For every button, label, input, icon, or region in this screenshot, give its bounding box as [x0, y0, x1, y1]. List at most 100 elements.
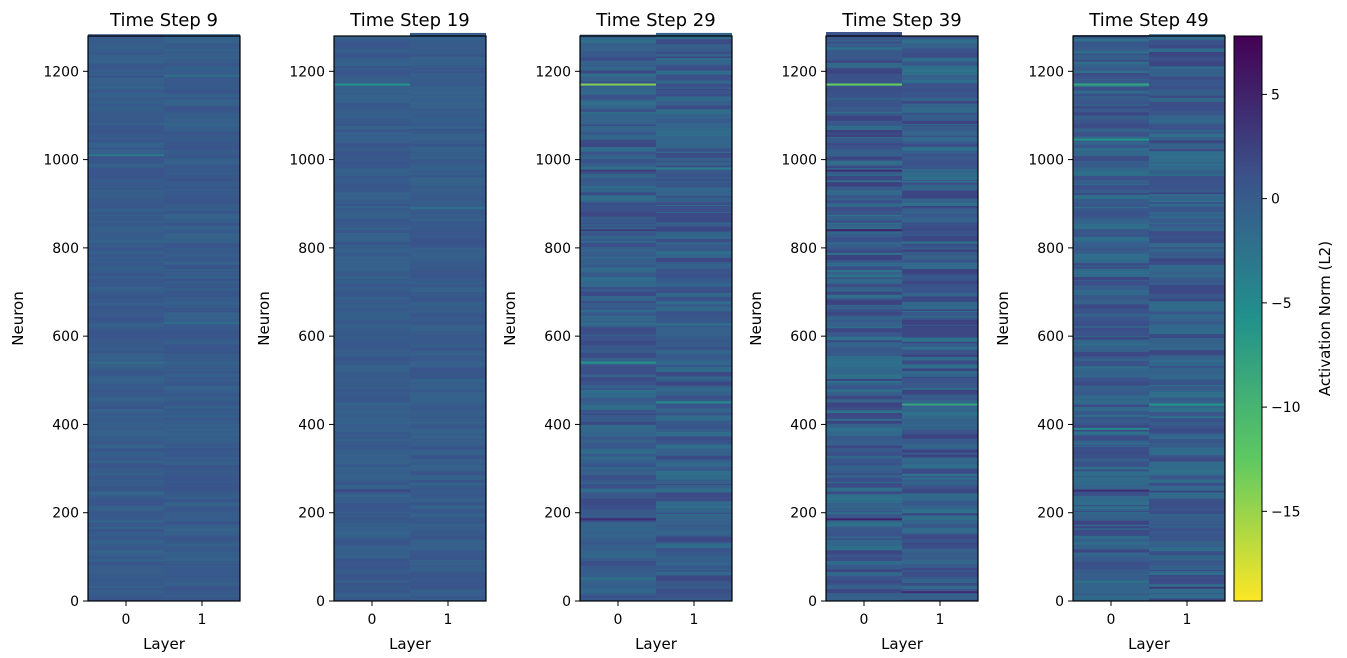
- heatmap-cell: [410, 567, 486, 572]
- heatmap-cell: [88, 403, 164, 405]
- heatmap-cell: [1149, 416, 1225, 419]
- heatmap-cell: [410, 296, 486, 300]
- heatmap-cell: [334, 408, 410, 411]
- heatmap-cell: [1149, 510, 1225, 515]
- heatmap-cell: [1073, 575, 1149, 581]
- heatmap-cell: [334, 476, 410, 481]
- heatmap-cell: [410, 186, 486, 189]
- heatmap-cell: [410, 110, 486, 113]
- heatmap-cell: [1073, 440, 1149, 442]
- heatmap-cell: [902, 305, 978, 310]
- heatmap-cell: [580, 57, 656, 61]
- heatmap-cell: [410, 209, 486, 214]
- heatmap-cell: [410, 67, 486, 70]
- heatmap-cell: [1149, 428, 1225, 434]
- heatmap-cell: [580, 264, 656, 268]
- heatmap-cell: [902, 450, 978, 453]
- axes-frame: [87, 35, 241, 602]
- heatmap-cell: [88, 167, 164, 173]
- heatmap-cell: [826, 560, 902, 565]
- heatmap-cell: [164, 443, 240, 447]
- heatmap-cell: [410, 526, 486, 531]
- heatmap-cell: [1149, 374, 1225, 380]
- heatmap-cell: [656, 157, 732, 161]
- panel-title: Time Step 9: [109, 10, 218, 31]
- heatmap-cell: [826, 142, 902, 146]
- heatmap-cell: [902, 371, 978, 374]
- heatmap-cell: [410, 476, 486, 481]
- heatmap-cell: [902, 198, 978, 203]
- heatmap-cell: [1073, 236, 1149, 242]
- heatmap-cell: [1073, 42, 1149, 47]
- heatmap-cell: [902, 126, 978, 131]
- heatmap-cell: [334, 307, 410, 311]
- heatmap-cell: [1149, 425, 1225, 429]
- heatmap-cell: [334, 256, 410, 260]
- heatmap-cell: [410, 99, 486, 101]
- heatmap-cell: [1073, 435, 1149, 441]
- heatmap-cell: [902, 500, 978, 506]
- heatmap-cell: [1149, 36, 1225, 40]
- heatmap-cell: [88, 441, 164, 445]
- activation-line: [1149, 403, 1225, 406]
- heatmap-cell: [1073, 299, 1149, 305]
- heatmap-cell: [164, 563, 240, 566]
- heatmap-cell: [1073, 119, 1149, 124]
- heatmap-cell: [1149, 527, 1225, 533]
- heatmap-cell: [164, 271, 240, 276]
- heatmap-cell: [1073, 270, 1149, 275]
- x-tick-label: 1: [1183, 612, 1192, 628]
- heatmap-cell: [902, 208, 978, 212]
- heatmap-cell: [410, 523, 486, 527]
- heatmap-cell: [902, 315, 978, 319]
- heatmap-cell: [1149, 514, 1225, 517]
- heatmap-cell: [164, 558, 240, 562]
- heatmap-cell: [1073, 469, 1149, 472]
- heatmap-cell: [334, 506, 410, 512]
- heatmap-cell: [334, 332, 410, 336]
- heatmap-cell: [902, 397, 978, 401]
- heatmap-cell: [580, 418, 656, 422]
- y-axis-label: Neuron: [501, 291, 519, 345]
- heatmap-cell: [580, 471, 656, 476]
- heatmap-cell: [334, 535, 410, 539]
- heatmap-cell: [656, 466, 732, 471]
- heatmap-cell: [580, 492, 656, 498]
- heatmap-cell: [88, 223, 164, 226]
- heatmap-cell: [334, 78, 410, 80]
- heatmap-cell: [164, 571, 240, 573]
- heatmap-cell: [88, 239, 164, 244]
- heatmap-cell: [656, 296, 732, 302]
- heatmap-cell: [164, 491, 240, 496]
- heatmap-cell: [334, 569, 410, 575]
- heatmap-cell: [580, 374, 656, 378]
- heatmap-cell: [164, 140, 240, 146]
- heatmap-cell: [1073, 525, 1149, 529]
- heatmap-cell: [1073, 112, 1149, 116]
- heatmap-cell: [902, 464, 978, 469]
- heatmap-cell: [164, 541, 240, 543]
- heatmap-cell: [334, 565, 410, 570]
- heatmap-cell: [164, 58, 240, 63]
- heatmap-cell: [88, 405, 164, 409]
- heatmap-cell: [580, 243, 656, 247]
- heatmap-cell: [164, 249, 240, 251]
- heatmap-cell: [826, 305, 902, 310]
- heatmap-cell: [826, 328, 902, 333]
- heatmap-cell: [656, 448, 732, 453]
- heatmap-cell: [580, 223, 656, 225]
- x-tick-label: 0: [368, 612, 377, 628]
- heatmap-cell: [164, 417, 240, 421]
- heatmap-cell: [334, 449, 410, 455]
- heatmap-cell: [334, 192, 410, 198]
- heatmap-cell: [902, 168, 978, 173]
- heatmap-cell: [656, 160, 732, 162]
- heatmap-cell: [1149, 185, 1225, 190]
- heatmap-cell: [88, 436, 164, 439]
- heatmap-cell: [164, 360, 240, 366]
- heatmap-cell: [1149, 258, 1225, 262]
- activation-line: [1073, 427, 1149, 430]
- heatmap-cell: [902, 555, 978, 558]
- heatmap-cell: [656, 371, 732, 377]
